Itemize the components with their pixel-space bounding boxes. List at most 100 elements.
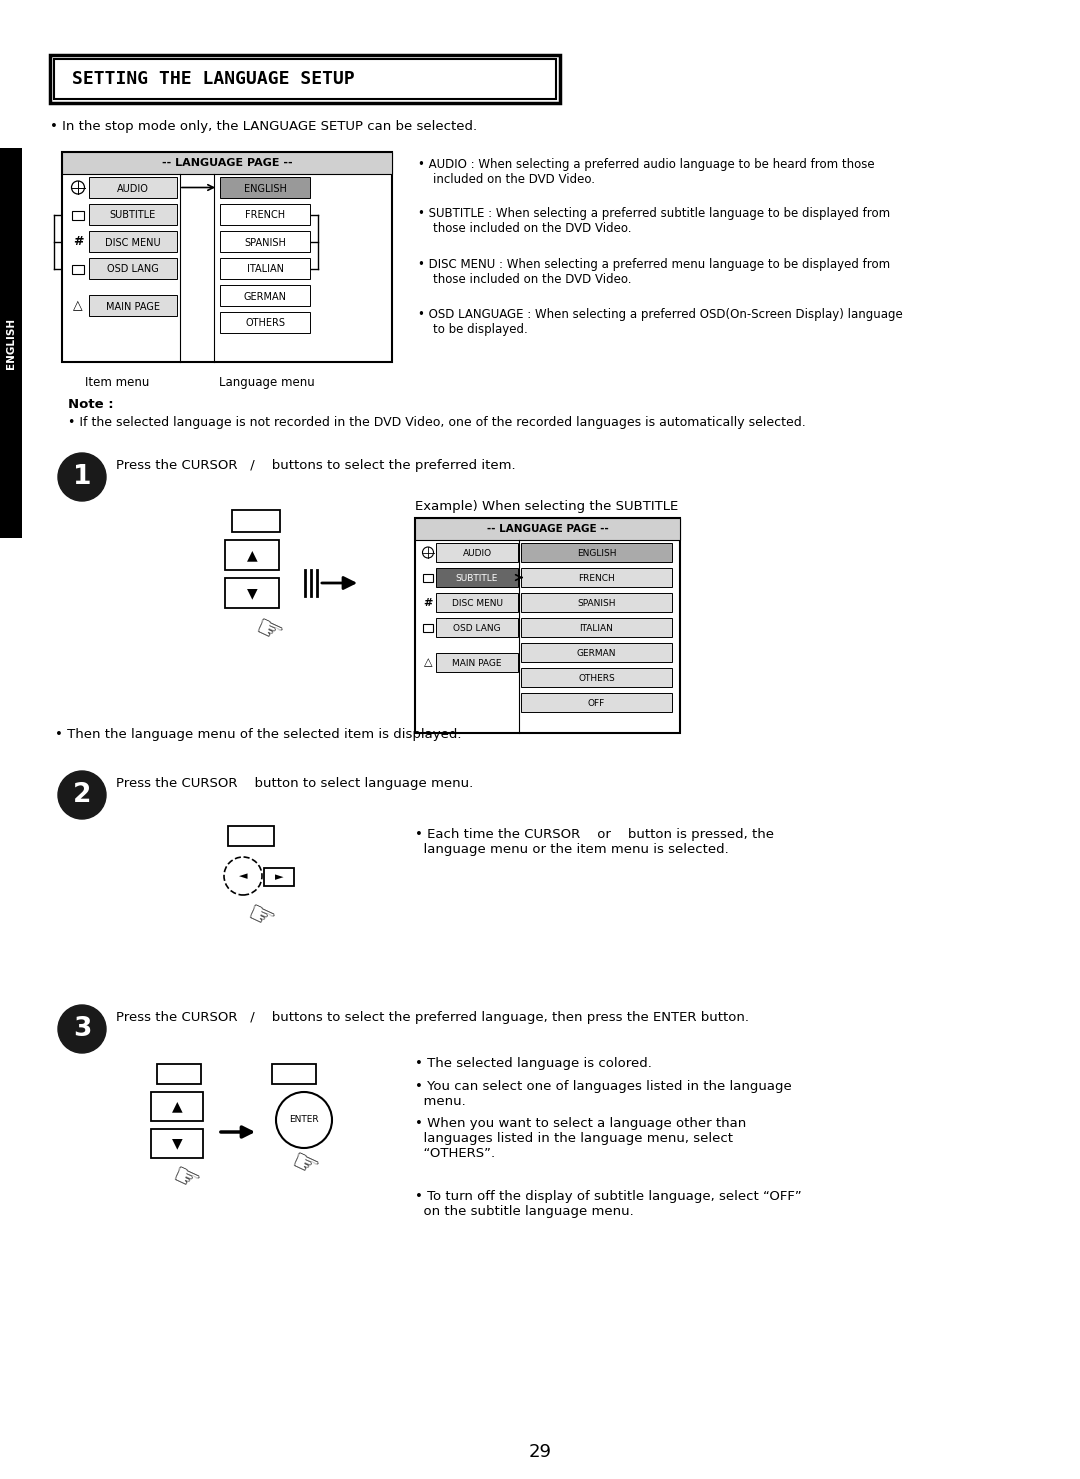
Bar xyxy=(232,510,280,532)
Bar xyxy=(436,618,518,637)
Bar xyxy=(521,669,672,688)
Bar xyxy=(436,543,518,562)
Bar xyxy=(521,568,672,587)
Bar xyxy=(264,868,294,886)
Text: △: △ xyxy=(73,299,83,312)
Bar xyxy=(228,825,274,846)
Text: MAIN PAGE: MAIN PAGE xyxy=(106,302,160,312)
Text: -- LANGUAGE PAGE --: -- LANGUAGE PAGE -- xyxy=(487,524,608,534)
Bar xyxy=(436,654,518,671)
Text: SUBTITLE: SUBTITLE xyxy=(456,574,498,583)
Text: ENGLISH: ENGLISH xyxy=(577,549,617,558)
Bar xyxy=(89,204,177,225)
Text: ◄: ◄ xyxy=(239,871,247,881)
Bar xyxy=(423,574,433,581)
Text: ENTER: ENTER xyxy=(289,1115,319,1124)
Text: #: # xyxy=(72,235,83,248)
Bar xyxy=(62,152,392,362)
Text: -- LANGUAGE PAGE --: -- LANGUAGE PAGE -- xyxy=(162,158,293,169)
Text: FRENCH: FRENCH xyxy=(245,210,285,220)
Text: • OSD LANGUAGE : When selecting a preferred OSD(On-Screen Display) language
    : • OSD LANGUAGE : When selecting a prefer… xyxy=(418,308,903,336)
Text: • AUDIO : When selecting a preferred audio language to be heard from those
    i: • AUDIO : When selecting a preferred aud… xyxy=(418,158,875,186)
Text: ▼: ▼ xyxy=(246,586,257,600)
Text: ITALIAN: ITALIAN xyxy=(580,624,613,633)
Bar xyxy=(521,618,672,637)
Text: SUBTITLE: SUBTITLE xyxy=(110,210,157,220)
Text: 3: 3 xyxy=(72,1016,91,1043)
Text: • In the stop mode only, the LANGUAGE SETUP can be selected.: • In the stop mode only, the LANGUAGE SE… xyxy=(50,120,477,133)
Bar xyxy=(220,204,310,225)
Bar xyxy=(521,643,672,663)
Text: OSD LANG: OSD LANG xyxy=(454,624,501,633)
Text: • You can select one of languages listed in the language
  menu.: • You can select one of languages listed… xyxy=(415,1080,792,1108)
Text: Press the CURSOR   /    buttons to select the preferred item.: Press the CURSOR / buttons to select the… xyxy=(116,460,515,472)
Bar xyxy=(423,624,433,632)
Bar xyxy=(436,568,518,587)
Text: SPANISH: SPANISH xyxy=(244,238,286,247)
Text: ☞: ☞ xyxy=(166,1161,203,1199)
Text: DISC MENU: DISC MENU xyxy=(451,599,502,608)
Text: ►: ► xyxy=(274,873,283,881)
Text: GERMAN: GERMAN xyxy=(577,649,617,658)
Text: OSD LANG: OSD LANG xyxy=(107,265,159,275)
Text: 29: 29 xyxy=(528,1444,552,1461)
Circle shape xyxy=(58,1006,106,1053)
Text: SETTING THE LANGUAGE SETUP: SETTING THE LANGUAGE SETUP xyxy=(72,70,354,87)
Text: Item menu: Item menu xyxy=(85,376,149,389)
Text: OTHERS: OTHERS xyxy=(578,674,615,683)
Text: Press the CURSOR   /    buttons to select the preferred language, then press the: Press the CURSOR / buttons to select the… xyxy=(116,1012,750,1025)
Text: SPANISH: SPANISH xyxy=(577,599,616,608)
Text: ☞: ☞ xyxy=(285,1148,323,1185)
Text: Example) When selecting the SUBTITLE: Example) When selecting the SUBTITLE xyxy=(415,500,678,513)
Circle shape xyxy=(58,453,106,501)
Text: Note :: Note : xyxy=(68,398,113,411)
Bar xyxy=(220,177,310,198)
Text: AUDIO: AUDIO xyxy=(117,183,149,194)
Text: • When you want to select a language other than
  languages listed in the langua: • When you want to select a language oth… xyxy=(415,1117,746,1160)
Text: Press the CURSOR    button to select language menu.: Press the CURSOR button to select langua… xyxy=(116,778,473,790)
Bar xyxy=(521,593,672,612)
Text: #: # xyxy=(423,598,433,608)
Text: OFF: OFF xyxy=(588,700,605,708)
Text: ☞: ☞ xyxy=(242,899,279,936)
Bar xyxy=(89,257,177,280)
Bar xyxy=(225,540,279,569)
Bar xyxy=(151,1128,203,1158)
Bar xyxy=(72,265,84,274)
Text: ☞: ☞ xyxy=(249,614,286,651)
Bar xyxy=(415,518,680,540)
Text: Language menu: Language menu xyxy=(219,376,315,389)
Text: GERMAN: GERMAN xyxy=(243,291,286,302)
Bar xyxy=(521,694,672,711)
Text: 2: 2 xyxy=(72,782,91,808)
Bar xyxy=(272,1063,316,1084)
Circle shape xyxy=(276,1092,332,1148)
Text: ▲: ▲ xyxy=(172,1099,183,1114)
Bar xyxy=(220,285,310,306)
Text: ENGLISH: ENGLISH xyxy=(244,183,286,194)
Bar xyxy=(415,518,680,734)
Text: FRENCH: FRENCH xyxy=(578,574,615,583)
Text: DISC MENU: DISC MENU xyxy=(105,238,161,247)
Bar xyxy=(72,210,84,219)
Text: • Each time the CURSOR    or    button is pressed, the
  language menu or the it: • Each time the CURSOR or button is pres… xyxy=(415,828,774,856)
Bar xyxy=(220,312,310,333)
Bar xyxy=(157,1063,201,1084)
Bar xyxy=(220,231,310,251)
Text: • DISC MENU : When selecting a preferred menu language to be displayed from
    : • DISC MENU : When selecting a preferred… xyxy=(418,257,890,285)
Bar xyxy=(225,578,279,608)
Bar xyxy=(89,231,177,251)
Bar xyxy=(521,543,672,562)
Bar xyxy=(0,148,22,538)
Bar xyxy=(50,55,561,104)
Text: ▲: ▲ xyxy=(246,549,257,562)
Bar xyxy=(89,177,177,198)
Text: • SUBTITLE : When selecting a preferred subtitle language to be displayed from
 : • SUBTITLE : When selecting a preferred … xyxy=(418,207,890,235)
Text: MAIN PAGE: MAIN PAGE xyxy=(453,660,502,669)
Bar xyxy=(151,1092,203,1121)
Text: ITALIAN: ITALIAN xyxy=(246,265,283,275)
Bar xyxy=(89,294,177,317)
Text: • To turn off the display of subtitle language, select “OFF”
  on the subtitle l: • To turn off the display of subtitle la… xyxy=(415,1191,801,1219)
Text: ENGLISH: ENGLISH xyxy=(6,318,16,368)
Circle shape xyxy=(58,771,106,819)
